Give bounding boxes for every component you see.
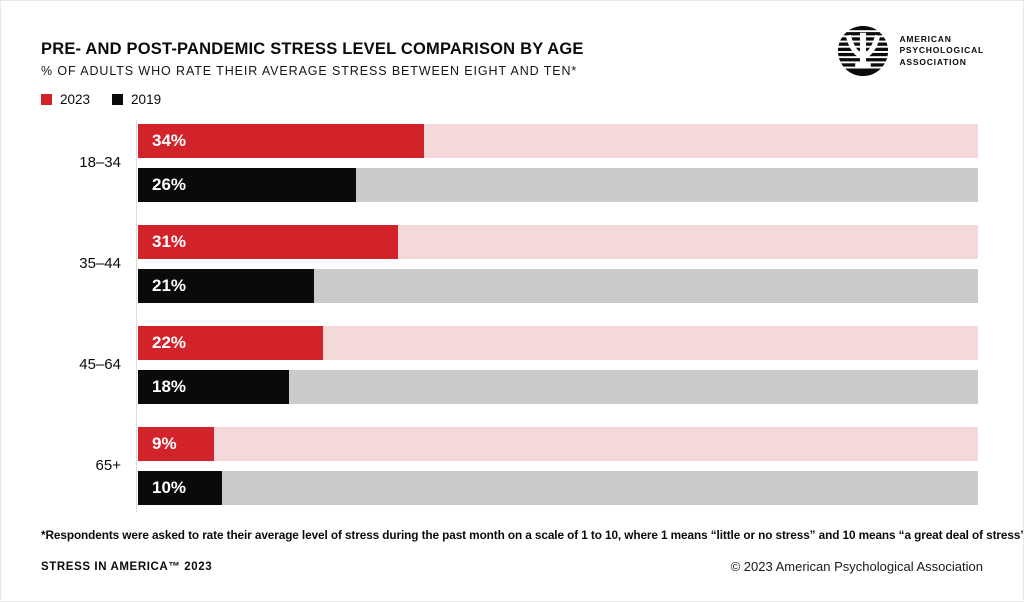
bar-track-2019-35-44: 21% [138, 269, 978, 303]
apa-logo-line3: ASSOCIATION [899, 56, 967, 67]
apa-psi-logo-icon [838, 25, 889, 77]
category-label-45-64: 45–64 [79, 356, 121, 373]
bar-group-65-plus: 65+ 9% 10% [96, 427, 978, 505]
apa-logo-line1: AMERICAN [899, 33, 952, 44]
chart-subtitle: % OF ADULTS WHO RATE THEIR AVERAGE STRES… [41, 64, 578, 78]
bar-value-2023-35-44: 31% [152, 232, 187, 251]
footer-brand: STRESS IN AMERICA™ 2023 [41, 561, 213, 573]
bar-2023-45-64: 22% [138, 326, 323, 360]
apa-logo-wordmark: AMERICAN PSYCHOLOGICAL ASSOCIATION [899, 34, 984, 69]
bar-track-2023-18-34: 34% [138, 124, 978, 158]
bar-2023-65-plus: 9% [138, 427, 214, 461]
bar-2023-18-34: 34% [138, 124, 424, 158]
bar-track-2019-45-64: 18% [138, 370, 978, 404]
legend-swatch-2019-icon [112, 94, 124, 105]
category-label-65-plus: 65+ [95, 457, 121, 474]
y-axis-line [136, 120, 137, 512]
bar-value-2023-18-34: 34% [152, 131, 187, 150]
legend-label-2023: 2023 [60, 92, 91, 107]
bar-value-2019-45-64: 18% [152, 377, 187, 396]
bar-value-2019-65-plus: 10% [152, 478, 187, 497]
chart-legend: 2023 2019 [41, 92, 161, 107]
category-label-18-34: 18–34 [79, 154, 121, 171]
legend-item-2019: 2019 [112, 92, 161, 107]
bar-2019-65-plus: 10% [138, 471, 222, 505]
apa-logo-line2: PSYCHOLOGICAL [899, 45, 984, 56]
bar-group-18-34: 18–34 34% 26% [79, 124, 978, 202]
bar-track-2019-18-34: 26% [138, 168, 978, 202]
bar-value-2019-35-44: 21% [152, 276, 187, 295]
bar-2019-35-44: 21% [138, 269, 315, 303]
bar-track-2023-65-plus: 9% [138, 427, 978, 461]
bar-group-35-44: 35–44 31% 21% [79, 225, 978, 303]
bar-2019-45-64: 18% [138, 370, 290, 404]
footer-copyright: © 2023 American Psychological Associatio… [730, 559, 983, 574]
bar-2023-35-44: 31% [138, 225, 399, 259]
bar-value-2023-65-plus: 9% [152, 434, 177, 453]
apa-logo: AMERICAN PSYCHOLOGICAL ASSOCIATION [837, 25, 984, 77]
bar-track-2023-45-64: 22% [138, 326, 978, 360]
footnote: *Respondents were asked to rate their av… [41, 528, 1024, 542]
legend-label-2019: 2019 [131, 92, 162, 107]
bar-chart: 18–34 34% 26% 35–44 31% 21 [79, 120, 978, 512]
bar-track-2023-35-44: 31% [138, 225, 978, 259]
legend-item-2023: 2023 [41, 92, 90, 107]
category-label-35-44: 35–44 [79, 255, 121, 272]
page-title: PRE- AND POST-PANDEMIC STRESS LEVEL COMP… [41, 40, 584, 58]
bar-group-45-64: 45–64 22% 18% [79, 326, 978, 404]
bar-value-2023-45-64: 22% [152, 333, 187, 352]
bar-value-2019-18-34: 26% [152, 175, 187, 194]
bar-track-2019-65-plus: 10% [138, 471, 978, 505]
bar-2019-18-34: 26% [138, 168, 357, 202]
legend-swatch-2023-icon [41, 94, 52, 105]
